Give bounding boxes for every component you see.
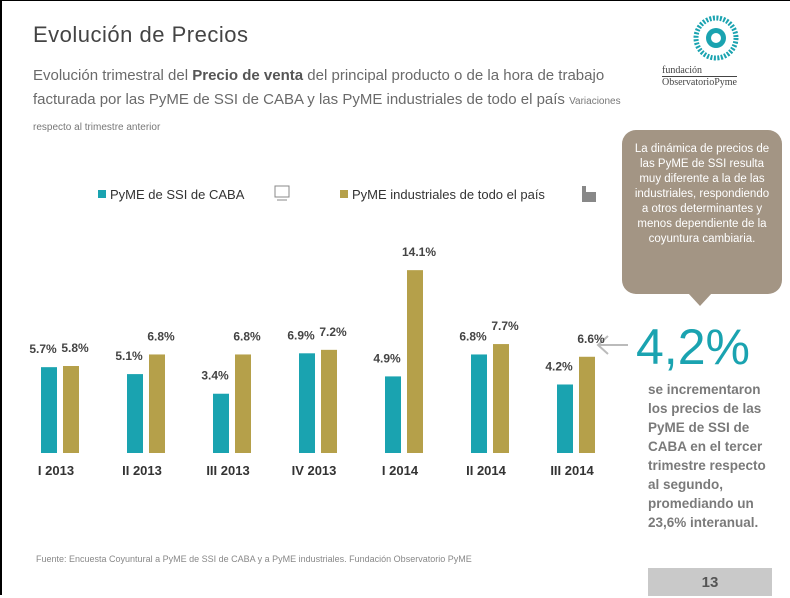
bar [493,344,509,453]
page-number: 13 [648,568,772,596]
value-label: 5.8% [61,341,89,355]
value-label: 6.8% [459,329,487,343]
source: Fuente: Encuesta Coyuntural a PyME de SS… [36,554,472,564]
x-tick-label: IV 2013 [292,463,337,478]
value-label: 4.2% [545,359,573,373]
legend-label: PyME de SSI de CABA [110,187,245,202]
callout: La dinámica de precios de las PyME de SS… [622,130,782,294]
bar [63,366,79,453]
legend-swatch [340,190,348,198]
logo-text: fundación [662,65,702,76]
x-tick-label: II 2014 [466,463,507,478]
bar [407,270,423,453]
bar [471,354,487,453]
bar [299,353,315,453]
x-tick-label: III 2013 [206,463,249,478]
subtitle-text: del principal producto o de la hora de t… [33,67,605,108]
icon-factory [582,186,596,202]
highlight: 4,2% [636,319,750,375]
bar [235,354,251,453]
logo: fundación ObservatorioPyme [662,66,737,88]
value-label: 4.9% [373,351,401,365]
x-tick-label: I 2013 [38,463,74,478]
value-label: 6.9% [287,328,315,342]
bar [557,384,573,453]
value-label: 6.8% [233,329,261,343]
x-tick-label: III 2014 [550,463,594,478]
bar [127,374,143,453]
x-tick-label: I 2014 [382,463,419,478]
arrow-head [596,335,609,355]
value-label: 14.1% [402,245,436,259]
icon-monitor [274,185,290,201]
bar [579,356,595,453]
value-label: 7.7% [491,319,519,333]
subtitle-bold: Precio de venta [192,67,304,84]
value-label: 7.2% [319,325,347,339]
legend-label: PyME industriales de todo el país [352,187,545,202]
bar [385,376,401,453]
logo-icon [693,15,739,61]
title: Evolución de Precios [33,22,249,47]
value-label: 6.8% [147,329,175,343]
note: Variaciones respecto al trimestre anteri… [33,96,621,133]
logo-text: ObservatorioPyme [662,76,737,88]
value-label: 6.6% [577,332,605,346]
bar [321,349,337,453]
subtitle-text: Evolución trimestral del [33,67,193,84]
subtitle: Evolución trimestral del Precio de venta… [33,64,633,140]
legend-swatch [98,190,106,198]
x-tick-label: II 2013 [122,463,162,478]
bar [149,354,165,453]
highlight-text: se incrementaron los precios de las PyME… [648,382,766,530]
value-label: 3.4% [201,369,229,383]
value-label: 5.1% [115,349,143,363]
bar [41,367,57,453]
callout-pointer [688,293,712,306]
value-label: 5.7% [29,342,57,356]
bar [213,393,229,453]
